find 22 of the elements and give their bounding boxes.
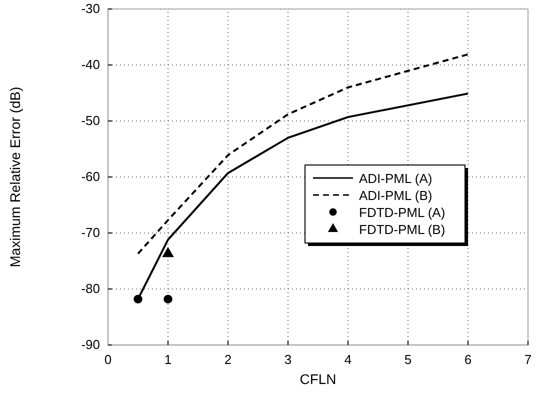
legend-label: ADI-PML (A): [359, 171, 432, 186]
legend-label: FDTD-PML (B): [359, 222, 446, 237]
x-tick-label: 0: [104, 352, 112, 368]
y-tick-label: -80: [81, 281, 100, 296]
y-tick-label: -90: [81, 337, 100, 352]
y-axis-title: Maximum Relative Error (dB): [7, 86, 23, 268]
x-tick-label: 7: [524, 352, 532, 368]
y-tick-label: -70: [81, 225, 100, 240]
x-tick-label: 1: [164, 352, 172, 368]
y-tick-label: -30: [81, 1, 100, 16]
x-tick-label: 4: [344, 352, 352, 368]
line-series: [137, 53, 469, 255]
x-tick-label: 5: [404, 352, 412, 368]
y-tick-label: -50: [81, 113, 100, 128]
y-tick-label: -40: [81, 57, 100, 72]
legend-label: ADI-PML (B): [359, 188, 432, 203]
x-tick-label: 2: [224, 352, 232, 368]
x-tick-label: 6: [464, 352, 472, 368]
y-tick-label: -60: [81, 169, 100, 184]
x-axis-title: CFLN: [300, 371, 336, 387]
x-tick-label: 3: [284, 352, 292, 368]
legend-label: FDTD-PML (A): [359, 205, 446, 220]
